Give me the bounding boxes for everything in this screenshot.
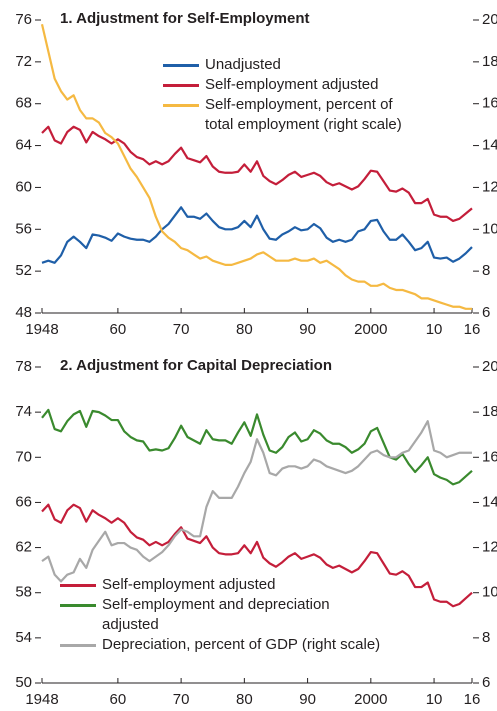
- y2-tick-label: 6: [482, 304, 490, 321]
- y2-tick-label: 8: [482, 262, 490, 279]
- x-tick-label: 80: [236, 321, 253, 338]
- y-tick-label: 52: [15, 262, 32, 279]
- y2-tick-label: 14: [482, 137, 497, 154]
- x-tick-label: 1948: [25, 321, 58, 338]
- legend-label: Unadjusted: [205, 56, 281, 73]
- y2-tick-label: 10: [482, 584, 497, 601]
- y2-tick-label: 18: [482, 53, 497, 70]
- x-tick-label: 2000: [354, 691, 387, 708]
- y-tick-label: 62: [15, 539, 32, 556]
- x-tick-label: 1948: [25, 691, 58, 708]
- series-line: [41, 503, 473, 608]
- legend-label: Self-employment adjusted: [102, 576, 276, 593]
- y2-tick-label: 10: [482, 220, 497, 237]
- legend-key: [163, 84, 199, 87]
- y2-tick-label: 20: [482, 358, 497, 375]
- series-line: [41, 125, 473, 223]
- x-tick-label: 60: [110, 321, 127, 338]
- legend-label: Depreciation, percent of GDP (right scal…: [102, 636, 381, 653]
- legend-entry: Self-employment adjusted: [60, 575, 390, 595]
- y2-tick-label: 16: [482, 448, 497, 465]
- y-tick-label: 56: [15, 220, 32, 237]
- legend-entry: Self-employment, percent of total employ…: [163, 95, 408, 135]
- legend-key: [163, 64, 199, 67]
- series-line: [41, 206, 473, 264]
- x-tick-label: 90: [299, 321, 316, 338]
- x-tick-label: 70: [173, 321, 190, 338]
- y2-tick-label: 8: [482, 629, 490, 646]
- legend-entry: Depreciation, percent of GDP (right scal…: [60, 635, 390, 655]
- y-tick-label: 50: [15, 674, 32, 691]
- legend-key: [60, 584, 96, 587]
- chart-title: 2. Adjustment for Capital Depreciation: [60, 357, 332, 374]
- y-tick-label: 64: [15, 137, 32, 154]
- legend-label: Self-employment and depreciation adjuste…: [102, 596, 330, 633]
- y2-tick-label: 12: [482, 539, 497, 556]
- y-tick-label: 58: [15, 584, 32, 601]
- legend-label: Self-employment, percent of total employ…: [205, 96, 402, 133]
- x-tick-label: 2000: [354, 321, 387, 338]
- x-tick-label: 10: [426, 321, 443, 338]
- y-tick-label: 68: [15, 95, 32, 112]
- x-tick-label: 10: [426, 691, 443, 708]
- y-tick-label: 76: [15, 11, 32, 28]
- legend: Self-employment adjusted Self-employment …: [60, 575, 390, 655]
- x-tick-label: 90: [299, 691, 316, 708]
- x-tick-label: 16: [464, 321, 481, 338]
- legend-entry: Self-employment and depreciation adjuste…: [60, 595, 390, 635]
- legend-key: [163, 104, 199, 107]
- x-tick-label: 70: [173, 691, 190, 708]
- y-tick-label: 74: [15, 403, 32, 420]
- chart-title: 1. Adjustment for Self-Employment: [60, 10, 309, 27]
- y2-tick-label: 18: [482, 403, 497, 420]
- y-tick-label: 60: [15, 178, 32, 195]
- legend-entry: Self-employment adjusted: [163, 75, 408, 95]
- y2-tick-label: 14: [482, 493, 497, 510]
- x-tick-label: 80: [236, 691, 253, 708]
- y-tick-label: 78: [15, 358, 32, 375]
- legend-entry: Unadjusted: [163, 55, 408, 75]
- x-tick-label: 16: [464, 691, 481, 708]
- x-tick-label: 60: [110, 691, 127, 708]
- series-line: [41, 408, 473, 486]
- y-tick-label: 48: [15, 304, 32, 321]
- legend-key: [60, 644, 96, 647]
- y-tick-label: 72: [15, 53, 32, 70]
- legend: Unadjusted Self-employment adjusted Self-e…: [163, 55, 408, 135]
- series-line: [41, 420, 472, 583]
- y2-tick-label: 20: [482, 11, 497, 28]
- y-tick-label: 66: [15, 493, 32, 510]
- legend-label: Self-employment adjusted: [205, 76, 379, 93]
- y2-tick-label: 16: [482, 95, 497, 112]
- legend-key: [60, 604, 96, 607]
- y2-tick-label: 6: [482, 674, 490, 691]
- series-line: [40, 23, 472, 310]
- y-tick-label: 54: [15, 629, 32, 646]
- y-tick-label: 70: [15, 448, 32, 465]
- y2-tick-label: 12: [482, 178, 497, 195]
